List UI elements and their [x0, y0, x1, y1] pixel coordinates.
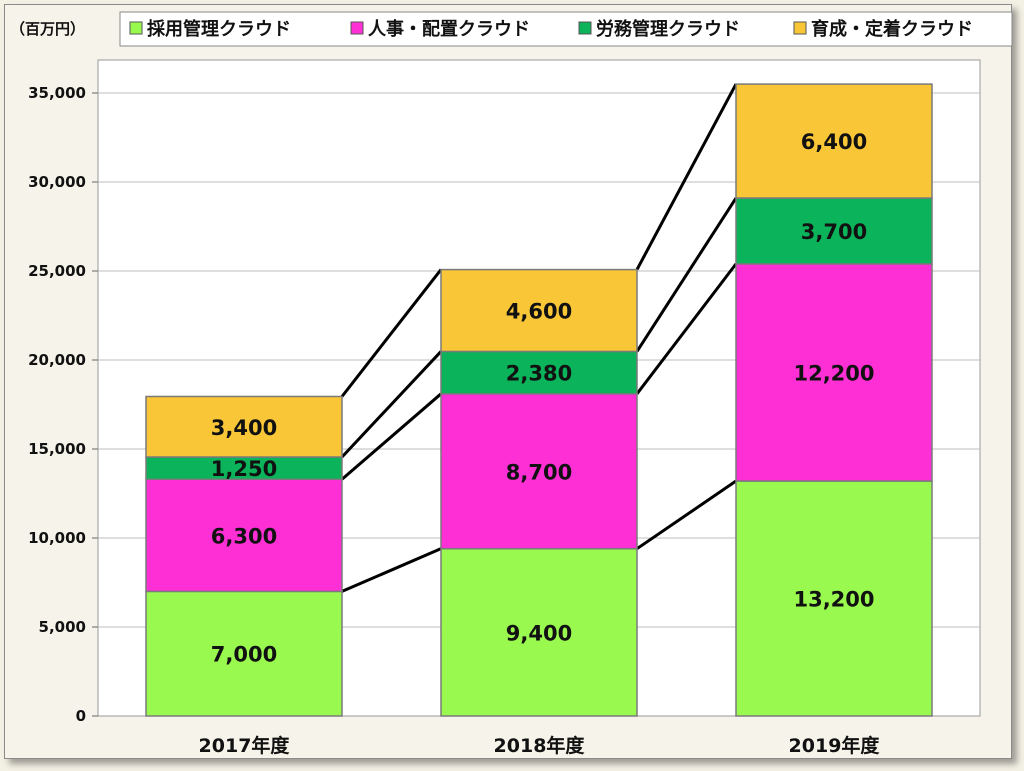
- x-axis-labels: 2017年度 2018年度 2019年度: [199, 734, 881, 757]
- data-label: 7,000: [211, 643, 277, 667]
- y-tick-label: 35,000: [28, 84, 86, 102]
- legend-items: 採用管理クラウド 人事・配置クラウド 労務管理クラウド 育成・定着クラウド: [129, 18, 973, 40]
- legend-swatch: [578, 21, 592, 35]
- bar-segment: [735, 197, 933, 265]
- y-tick-label: 10,000: [28, 529, 86, 547]
- bar-segment: [735, 83, 933, 199]
- legend: [119, 11, 1013, 47]
- data-label: 1,250: [211, 457, 277, 481]
- connector-line: [341, 392, 442, 481]
- data-label: 4,600: [506, 300, 572, 324]
- data-label: 13,200: [793, 588, 874, 612]
- x-category-label: 2017年度: [199, 734, 291, 757]
- data-label: 6,400: [801, 130, 867, 154]
- legend-label: 育成・定着クラウド: [811, 18, 973, 40]
- legend-swatch: [129, 21, 143, 35]
- data-label: 3,400: [211, 416, 277, 440]
- bars: 7,000 6,300 1,250 3,400 9,400 8,700 2,380 4,600…: [145, 83, 933, 717]
- y-tick-label: 30,000: [28, 173, 86, 191]
- y-tick-label: 20,000: [28, 351, 86, 369]
- connector-line: [636, 479, 737, 550]
- bar-segment: [440, 268, 638, 353]
- legend-label: 人事・配置クラウド: [368, 18, 530, 40]
- bar-segment: [735, 480, 933, 717]
- y-tick-label: 15,000: [28, 440, 86, 458]
- bar-segment: [145, 478, 343, 593]
- bar-segment: [440, 350, 638, 395]
- legend-swatch: [350, 21, 364, 35]
- series-connector-lines: [340, 83, 738, 593]
- connector-line: [340, 350, 443, 459]
- data-label: 12,200: [793, 361, 874, 385]
- legend-label: 労務管理クラウド: [596, 18, 740, 40]
- connector-line: [635, 83, 738, 271]
- data-label: 9,400: [506, 621, 572, 645]
- connector-line: [635, 197, 738, 353]
- connector-line: [341, 547, 442, 593]
- y-tick-label: 25,000: [28, 262, 86, 280]
- x-category-label: 2018年度: [494, 734, 586, 757]
- y-tick-label: 5,000: [39, 618, 86, 636]
- data-label: 3,700: [801, 220, 867, 244]
- bar-segment: [145, 395, 343, 458]
- data-label: 6,300: [211, 524, 277, 548]
- x-category-label: 2019年度: [789, 734, 881, 757]
- bar-segment: [440, 547, 638, 717]
- y-tick-label: 0: [76, 707, 86, 725]
- data-label: 8,700: [506, 460, 572, 484]
- legend-swatch: [793, 21, 807, 35]
- bar-segment: [145, 590, 343, 717]
- connector-line: [635, 262, 738, 395]
- y-axis-ticks: 0 5,000 10,000 15,000 20,000 25,000 30,000 35,0…: [28, 84, 98, 725]
- unit-label: （百万円）: [10, 20, 85, 38]
- bar-segment: [440, 393, 638, 550]
- legend-label: 採用管理クラウド: [147, 18, 291, 40]
- data-label: 2,380: [506, 362, 572, 386]
- connector-line: [340, 268, 443, 398]
